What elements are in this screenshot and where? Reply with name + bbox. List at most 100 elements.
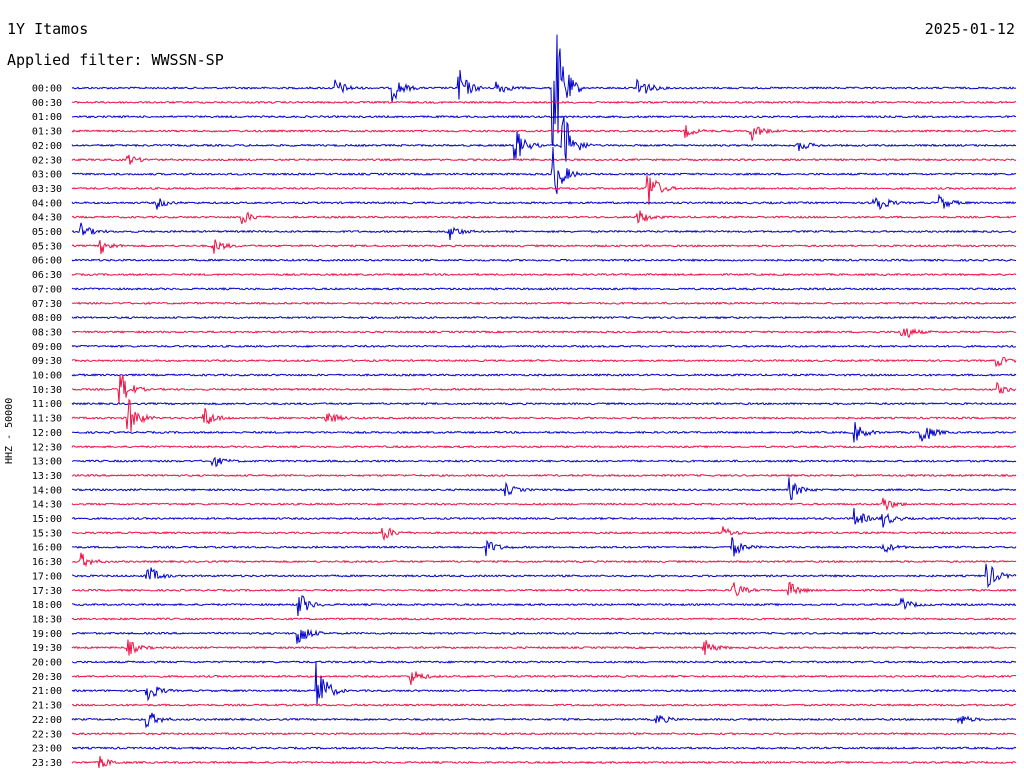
time-label-group: 00:00 00:30 01:00 01:30 02:00 02:30 03:00 03:30… (32, 84, 62, 769)
time-label: 04:00 (32, 198, 62, 209)
trace-row (71, 222, 1017, 240)
trace-row (71, 661, 1017, 705)
trace-row (71, 703, 1017, 707)
trace-group (71, 34, 1017, 768)
time-label: 08:00 (32, 313, 62, 324)
time-label: 15:00 (32, 514, 62, 525)
trace-row (72, 327, 1017, 339)
filter-subtitle: Applied filter: WWSSN-SP (7, 51, 224, 69)
time-label: 18:00 (32, 600, 62, 611)
time-label: 23:30 (32, 758, 62, 769)
trace-row (71, 507, 1017, 528)
trace-row (71, 629, 1017, 644)
time-label: 16:00 (32, 543, 62, 554)
time-label: 01:30 (32, 127, 62, 138)
time-label: 05:00 (32, 227, 62, 238)
time-label: 08:30 (32, 327, 62, 338)
time-label: 07:00 (32, 284, 62, 295)
time-label: 22:00 (32, 715, 62, 726)
time-label: 00:30 (32, 98, 62, 109)
time-label: 02:00 (32, 141, 62, 152)
trace-row (71, 154, 1017, 165)
time-label: 11:00 (32, 399, 62, 410)
time-label: 04:30 (32, 213, 62, 224)
trace-row (71, 272, 1017, 277)
trace-row (71, 398, 1017, 433)
time-label: 15:30 (32, 528, 62, 539)
trace-row (71, 444, 1017, 449)
trace-row (71, 563, 1017, 589)
trace-row (71, 660, 1017, 664)
trace-row (71, 356, 1017, 368)
time-label: 03:30 (32, 184, 62, 195)
trace-row (71, 473, 1017, 478)
trace-row (71, 595, 1017, 617)
trace-row (71, 526, 1017, 542)
time-label: 12:00 (32, 428, 62, 439)
trace-row (71, 497, 1017, 512)
time-label: 20:30 (32, 672, 62, 683)
trace-row (71, 456, 1017, 467)
time-label: 13:00 (32, 457, 62, 468)
time-label: 12:30 (32, 442, 62, 453)
trace-row (72, 537, 1017, 557)
time-label: 21:30 (32, 701, 62, 712)
trace-row (71, 114, 1017, 119)
time-label: 23:00 (32, 744, 62, 755)
time-label: 10:00 (32, 371, 62, 382)
time-label: 19:30 (32, 643, 62, 654)
time-label: 09:30 (32, 356, 62, 367)
date-label: 2025-01-12 (924, 20, 1015, 38)
time-label: 13:30 (32, 471, 62, 482)
time-label: 14:30 (32, 500, 62, 511)
time-label: 10:30 (32, 385, 62, 396)
trace-row (72, 421, 1017, 443)
trace-row (71, 552, 1017, 568)
time-label: 17:00 (32, 571, 62, 582)
time-label: 19:00 (32, 629, 62, 640)
trace-row (71, 287, 1017, 291)
station-title: 1Y Itamos (7, 20, 89, 38)
time-label: 14:00 (32, 485, 62, 496)
time-label: 09:00 (32, 342, 62, 353)
time-label: 22:30 (32, 729, 62, 740)
time-label: 17:30 (32, 586, 62, 597)
trace-row (71, 401, 1017, 406)
trace-row (71, 301, 1017, 306)
trace-row (71, 100, 1017, 105)
trace-row (71, 746, 1017, 750)
time-label: 07:30 (32, 299, 62, 310)
trace-row (71, 617, 1017, 621)
trace-row (71, 639, 1017, 656)
trace-row (71, 315, 1017, 320)
trace-row (71, 125, 1017, 141)
trace-row (71, 34, 1017, 146)
trace-row (71, 239, 1017, 255)
trace-row (71, 712, 1017, 729)
time-label: 00:00 (32, 84, 62, 95)
trace-row (71, 671, 1017, 686)
time-label: 18:30 (32, 614, 62, 625)
trace-row (71, 581, 1017, 597)
time-label: 06:30 (32, 270, 62, 281)
trace-row (71, 116, 1017, 162)
time-label: 05:30 (32, 241, 62, 252)
trace-row (71, 374, 1017, 404)
trace-row (71, 147, 1017, 195)
time-label: 20:00 (32, 658, 62, 669)
trace-row (71, 731, 1017, 736)
trace-row (71, 755, 1017, 768)
trace-row (71, 344, 1017, 349)
trace-row (71, 174, 1017, 205)
time-label: 11:30 (32, 414, 62, 425)
trace-row (71, 477, 1017, 501)
time-label: 06:00 (32, 256, 62, 267)
trace-row (71, 210, 1017, 225)
trace-row (71, 193, 1017, 211)
time-label: 16:30 (32, 557, 62, 568)
trace-row (71, 373, 1017, 377)
time-label: 02:30 (32, 155, 62, 166)
time-label: 01:00 (32, 112, 62, 123)
time-label: 21:00 (32, 686, 62, 697)
